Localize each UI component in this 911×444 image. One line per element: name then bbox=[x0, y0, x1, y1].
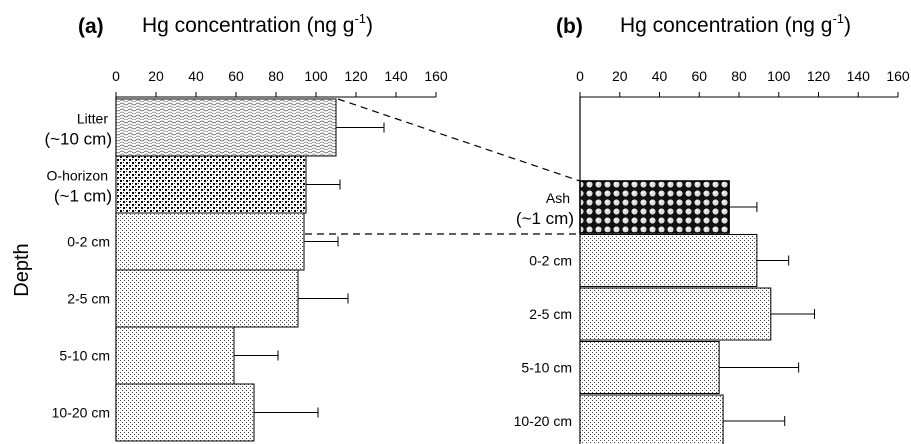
panel-a-label: (a) bbox=[78, 15, 104, 38]
panel-a-x-tick-label: 80 bbox=[268, 68, 284, 84]
panel-b-title-main: Hg concentration (ng g bbox=[620, 14, 832, 37]
panel-a-bar bbox=[115, 383, 255, 442]
panel-a-title-superscript: -1 bbox=[354, 11, 366, 26]
panel-b-title: Hg concentration (ng g-1) bbox=[620, 11, 851, 37]
panel-b-category-sublabel: (~1 cm) bbox=[516, 209, 574, 228]
panel-b-bar bbox=[579, 394, 724, 444]
panel-a-bar bbox=[115, 155, 307, 214]
y-axis-label: Depth bbox=[11, 243, 33, 296]
panel-b-bar bbox=[579, 234, 758, 287]
panel-a-title-suffix: ) bbox=[366, 14, 373, 37]
panel-a-bar bbox=[115, 212, 305, 271]
panel-a-category-sublabel: (~10 cm) bbox=[44, 130, 112, 149]
panel-a-category-sublabel: (~1 cm) bbox=[54, 187, 112, 206]
panel-b-title-superscript: -1 bbox=[832, 11, 844, 26]
panel-b-title-suffix: ) bbox=[844, 14, 851, 37]
panel-a-plot: 0 20 40 60 80 100 120 140 160 Litter (~10 cm) O-hor… bbox=[44, 68, 448, 442]
panel-a-x-tick-label: 40 bbox=[188, 68, 204, 84]
panel-a-category-label: O-horizon bbox=[47, 168, 108, 184]
panel-a-title: Hg concentration (ng g-1) bbox=[142, 11, 373, 37]
panel-a-x-tick-label: 60 bbox=[228, 68, 244, 84]
panel-a-x-tick-label: 20 bbox=[148, 68, 164, 84]
panel-b-x-tick-label: 100 bbox=[767, 68, 791, 84]
panel-a-category-label: 5-10 cm bbox=[59, 348, 110, 364]
panel-a-x-tick-label: 100 bbox=[304, 68, 328, 84]
panel-b-category-label: 0-2 cm bbox=[529, 253, 572, 269]
panel-b-bar bbox=[579, 341, 720, 394]
panel-b-bar bbox=[579, 287, 772, 341]
panel-b-x-tick-label: 140 bbox=[847, 68, 871, 84]
panel-b-plot: 0 20 40 60 80 100 120 140 160 Ash (~1 cm) 0-2 cm 2-5… bbox=[514, 68, 910, 444]
panel-b-x-tick-label: 160 bbox=[886, 68, 910, 84]
panel-a-bar bbox=[115, 269, 299, 328]
panel-a-category-label: 10-20 cm bbox=[52, 405, 110, 421]
panel-a-x-tick-label: 160 bbox=[424, 68, 448, 84]
panel-b-x-tick-label: 120 bbox=[807, 68, 831, 84]
panel-b-x-tick-label: 0 bbox=[576, 68, 584, 84]
panel-a-bar bbox=[115, 98, 337, 157]
panel-a-x-tick-label: 140 bbox=[384, 68, 408, 84]
panel-b-category-label: 10-20 cm bbox=[514, 413, 572, 429]
panel-b-x-tick-label: 60 bbox=[691, 68, 707, 84]
panel-a-bar bbox=[115, 326, 235, 385]
panel-a-category-label: Litter bbox=[77, 111, 108, 127]
panel-b-x-tick-label: 20 bbox=[612, 68, 628, 84]
panel-a-x-tick-label: 120 bbox=[344, 68, 368, 84]
panel-b-category-label: Ash bbox=[546, 190, 570, 206]
panel-b-category-label: 2-5 cm bbox=[529, 306, 572, 322]
panel-a-category-label: 2-5 cm bbox=[67, 291, 110, 307]
panel-b-x-tick-label: 80 bbox=[731, 68, 747, 84]
panel-a-x-tick-label: 0 bbox=[112, 68, 120, 84]
panel-b-bar bbox=[579, 180, 730, 234]
panel-b-label: (b) bbox=[556, 15, 583, 38]
panel-b-category-label: 5-10 cm bbox=[521, 360, 572, 376]
panel-b-x-tick-label: 40 bbox=[652, 68, 668, 84]
panel-a-category-label: 0-2 cm bbox=[67, 234, 110, 250]
connector-line-top bbox=[337, 98, 581, 182]
panel-a-title-main: Hg concentration (ng g bbox=[142, 14, 354, 37]
